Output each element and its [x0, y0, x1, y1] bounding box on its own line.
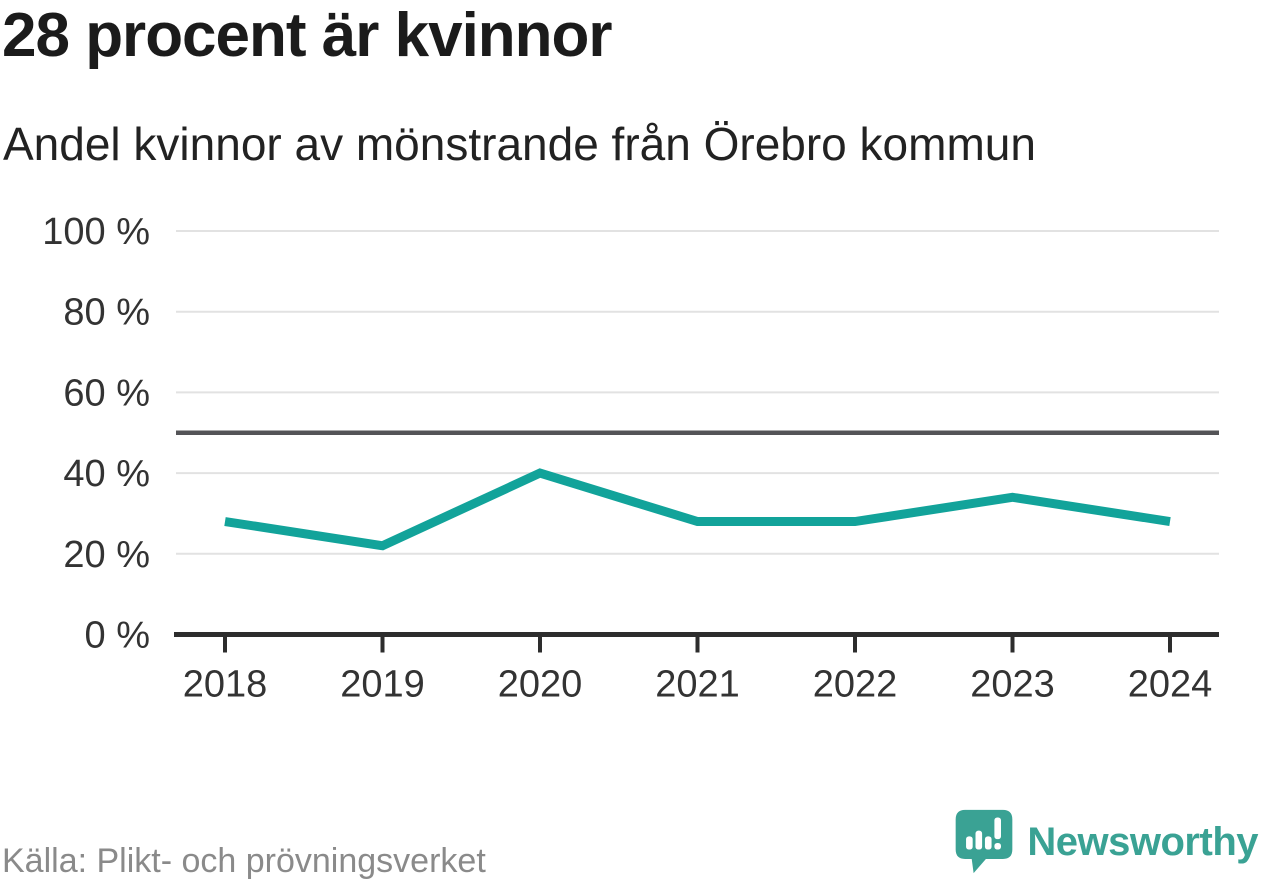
x-tick-label: 2022 [813, 664, 898, 706]
series-line [224, 468, 1171, 551]
y-tick-label: 100 % [42, 211, 150, 253]
logo-bar-small-2 [985, 836, 992, 850]
logo-bar-tall [975, 830, 983, 850]
y-tick-label: 40 % [63, 453, 150, 495]
logo-bar-small-1 [966, 836, 974, 850]
x-tick-label: 2021 [655, 664, 740, 706]
newsworthy-logo-text: Newsworthy [1027, 819, 1258, 864]
x-tick-label: 2024 [1128, 664, 1213, 706]
logo-exclamation-dot [994, 842, 1002, 850]
y-tick-label: 0 % [85, 615, 150, 657]
y-tick-label: 60 % [63, 372, 150, 414]
chart-title: 28 procent är kvinnor [2, 1, 613, 70]
newsworthy-logo-icon [956, 809, 1013, 874]
chart-subtitle: Andel kvinnor av mönstrande från Örebro … [3, 118, 1036, 170]
newsworthy-logo: Newsworthy [953, 808, 1258, 876]
x-tick-label: 2019 [340, 664, 425, 706]
logo-exclamation-bar [994, 817, 1002, 840]
y-tick-label: 80 % [63, 292, 150, 334]
x-tick-label: 2023 [970, 664, 1055, 706]
source-note: Källa: Plikt- och prövningsverket [2, 842, 486, 879]
line-chart: 0 % 20 % 40 % 60 % 80 % 100 % 2018 2019 2020 2021… [42, 211, 1219, 706]
y-tick-label: 20 % [63, 534, 150, 576]
x-tick-label: 2020 [498, 664, 583, 706]
x-tick-label: 2018 [183, 664, 268, 706]
